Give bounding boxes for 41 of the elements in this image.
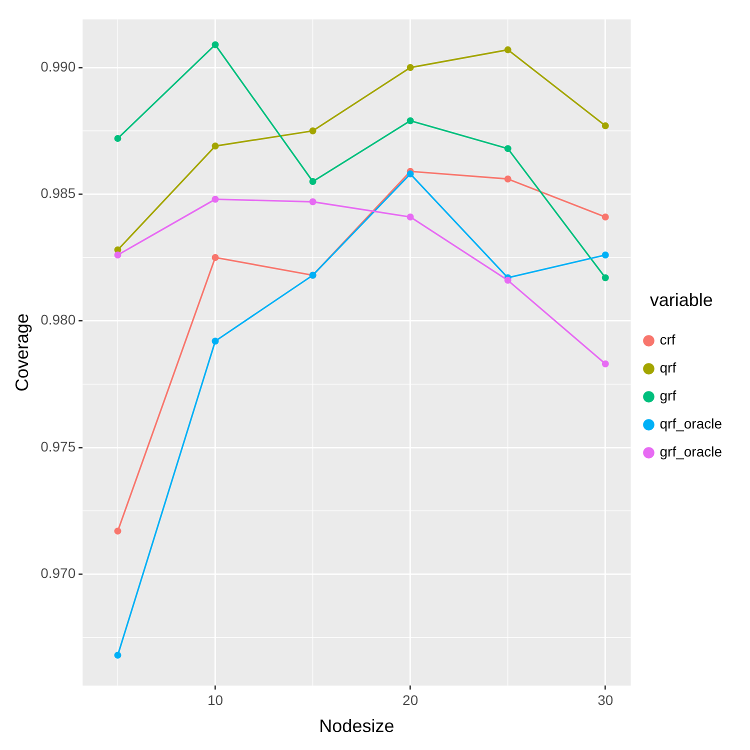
point	[212, 196, 219, 203]
point	[406, 213, 414, 220]
point	[114, 652, 122, 659]
x-tick-label: 10	[207, 692, 224, 708]
legend-label: grf	[660, 388, 676, 404]
point	[602, 122, 609, 130]
y-axis-title: Coverage	[12, 313, 32, 392]
point	[504, 175, 512, 182]
point	[602, 251, 609, 258]
point	[406, 117, 414, 124]
point	[504, 276, 512, 284]
legend-label: grf_oracle	[660, 444, 722, 460]
point	[212, 142, 219, 150]
x-axis-title: Nodesize	[319, 716, 394, 736]
point	[406, 170, 414, 178]
x-tick-label: 20	[402, 692, 418, 708]
point	[504, 145, 512, 152]
y-tick-label: 0.990	[40, 58, 76, 74]
point	[212, 41, 219, 48]
point	[406, 64, 414, 72]
point	[114, 134, 122, 142]
y-tick-label: 0.980	[40, 312, 76, 328]
point	[309, 178, 316, 186]
legend-label: qrf	[660, 360, 676, 376]
y-tick-label: 0.975	[40, 438, 76, 454]
y-tick-label: 0.970	[40, 565, 76, 582]
point	[212, 338, 219, 345]
point	[504, 46, 512, 54]
point	[602, 360, 609, 368]
point	[114, 528, 122, 535]
point	[602, 274, 609, 282]
point	[212, 254, 219, 262]
point	[114, 251, 122, 258]
point	[602, 213, 609, 220]
legend-title: variable	[650, 290, 713, 310]
legend-label: crf	[660, 332, 676, 348]
legend-label: qrf_oracle	[660, 416, 722, 432]
point	[309, 127, 316, 134]
x-tick-label: 30	[598, 692, 614, 708]
y-tick-label: 0.985	[40, 185, 76, 202]
point	[309, 198, 316, 206]
